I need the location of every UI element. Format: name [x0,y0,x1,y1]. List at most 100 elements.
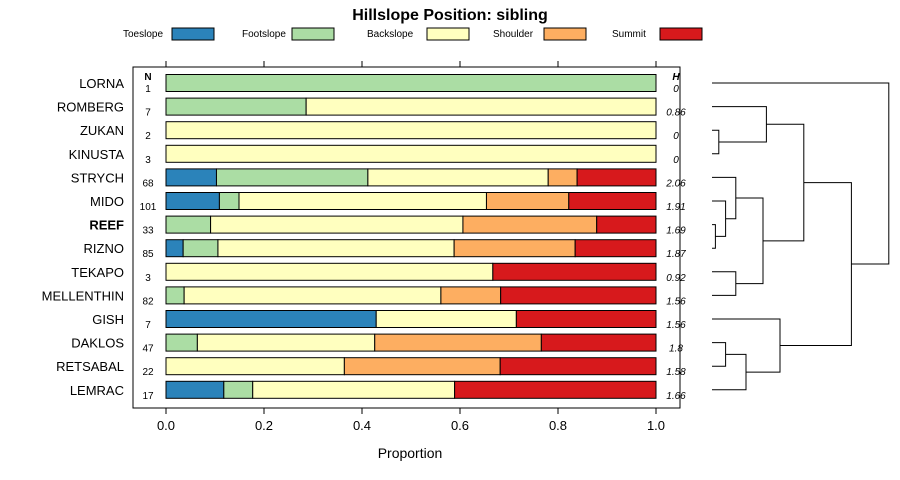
entropy-value: 0 [673,84,679,95]
bar-segment-shoulder [440,286,502,305]
bar-segment-summit [574,239,657,258]
dendrogram-link [712,106,767,143]
x-tick-label: 0.8 [549,418,567,433]
bar-segment-summit [515,310,657,328]
bar-segment-summit [540,333,657,352]
row-label: TEKAPO [71,265,124,280]
bar-segment-footslope [182,239,219,258]
h-header: H [672,72,680,83]
bar-row-reef: REEF 33 1.69 [89,215,686,237]
bar-segment-footslope [223,380,254,399]
sample-count: 17 [142,391,154,402]
entropy-value: 1.8 [669,344,683,355]
bar-segment-backslope [375,310,517,328]
bar-segment-summit [568,192,657,210]
legend-label-toeslope: Toeslope [123,29,163,40]
bar-segment-footslope [165,74,657,92]
dendrogram [712,82,890,391]
bar-segment-backslope [165,121,657,140]
dendrogram-link [712,82,890,265]
bar-segment-footslope [215,168,369,187]
entropy-value: 1.56 [666,320,686,331]
dendrogram-link [780,182,852,347]
x-tick-label: 0.0 [157,418,175,433]
entropy-value: 2.06 [665,178,686,189]
entropy-value: 1.58 [666,367,686,378]
row-label: GISH [92,312,124,327]
sample-count: 82 [142,296,154,307]
bar-segment-backslope [165,144,657,163]
dendrogram-link [712,271,737,296]
bar-row-zukan: ZUKAN 2 0 [80,121,679,142]
bar-segment-backslope [165,357,345,376]
bar-segment-shoulder [343,357,501,376]
row-label: ZUKAN [80,123,124,138]
x-tick-label: 0.6 [451,418,469,433]
bar-segment-footslope [165,215,212,234]
bar-row-lorna: LORNA 1 0 [79,74,679,95]
entropy-value: 0.92 [666,273,686,284]
row-label: RIZNO [84,241,124,256]
bar-segment-backslope [165,262,494,281]
entropy-value: 1.69 [666,226,686,237]
row-label: MIDO [90,194,124,209]
bar-row-kinusta: KINUSTA 3 0 [69,144,679,166]
legend-swatch-shoulder [543,27,587,41]
legend-label-shoulder: Shoulder [493,29,534,40]
row-label: KINUSTA [69,147,125,162]
row-label: ROMBERG [57,100,124,115]
bar-segment-toeslope [165,168,217,187]
bar-segment-shoulder [485,192,570,210]
row-label: DAKLOS [71,336,124,351]
bar-segment-toeslope [165,239,184,258]
bar-segment-shoulder [453,239,576,258]
entropy-value: 1.66 [666,391,686,402]
x-tick-label: 0.2 [255,418,273,433]
legend-swatch-backslope [426,27,470,41]
dendrogram-link [712,176,737,220]
legend-swatch-toeslope [171,27,215,41]
bar-segment-backslope [305,97,657,116]
sample-count: 68 [142,178,154,189]
legend-swatch-footslope [291,27,335,41]
bar-segment-backslope [210,215,464,234]
plot-frame [132,66,681,409]
bar-row-romberg: ROMBERG 7 0.86 [57,97,686,119]
row-label: REEF [89,218,124,233]
dendrogram-link [763,123,805,242]
dendrogram-link [735,197,764,285]
sample-count: 22 [142,367,154,378]
bar-row-retsabal: RETSABAL 22 1.58 [56,357,686,378]
bar-segment-shoulder [374,333,542,352]
legend-label-footslope: Footslope [242,29,286,40]
x-tick-label: 0.4 [353,418,371,433]
bar-segment-toeslope [165,192,220,210]
dendrogram-link [712,224,716,249]
bar-segment-shoulder [547,168,578,187]
bar-segment-footslope [165,333,198,352]
bar-row-mido: MIDO 101 1.91 [90,192,686,213]
bar-segment-backslope [217,239,455,258]
sample-count: 3 [145,273,151,284]
bar-segment-backslope [196,333,376,352]
bar-segment-footslope [165,97,307,116]
bar-row-daklos: DAKLOS 47 1.8 [71,333,683,355]
bar-segment-toeslope [165,310,377,328]
bar-segment-summit [596,215,657,234]
sample-count: 85 [142,249,154,260]
row-label: RETSABAL [56,359,124,374]
bar-segment-summit [454,380,657,399]
bar-row-tekapo: TEKAPO 3 0.92 [71,262,686,284]
chart-title: Hillslope Position: sibling [352,7,548,24]
bar-segment-backslope [183,286,442,305]
plot-area: N H LORNA 1 0 ROMBERG 7 0.86 ZUKAN 2 0 KINUSTA 3 0 S… [42,66,686,409]
bar-segment-summit [499,357,657,376]
row-label: LORNA [79,76,124,91]
bar-segment-toeslope [165,380,225,399]
row-label: STRYCH [71,170,124,185]
sample-count: 1 [145,84,151,95]
bar-segment-backslope [252,380,456,399]
bar-segment-backslope [238,192,487,210]
bar-row-lemrac: LEMRAC 17 1.66 [70,380,686,402]
